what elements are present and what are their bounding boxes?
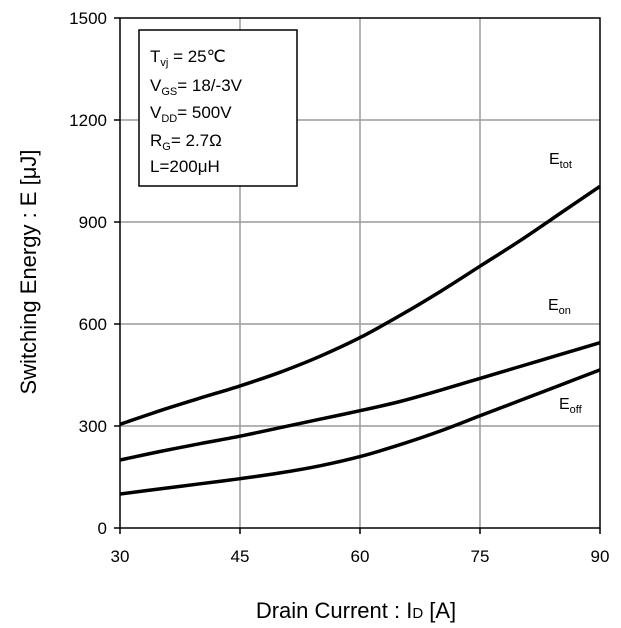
y-tick-labels: 0 300 600 900 1200 1500	[69, 9, 107, 538]
series-line-eoff	[119, 368, 601, 496]
x-axis-label: Drain Current : ID [A]	[256, 598, 456, 623]
tick-marks	[114, 17, 601, 534]
condition-rg: RG= 2.7Ω	[150, 131, 222, 153]
series-line-etot	[119, 184, 601, 426]
series-label-eon: Eon	[548, 297, 571, 317]
x-tick-label: 30	[111, 547, 130, 566]
series-line-eon	[119, 341, 601, 462]
y-tick-label: 0	[98, 519, 107, 538]
condition-vdd: VDD= 500V	[150, 103, 232, 125]
series-label-eoff: Eoff	[559, 396, 583, 416]
x-tick-label: 90	[591, 547, 610, 566]
x-tick-label: 45	[231, 547, 250, 566]
condition-tvj: Tvj = 25℃	[150, 47, 226, 69]
condition-vgs: VGS= 18/-3V	[150, 76, 243, 98]
x-tick-label: 75	[471, 547, 490, 566]
y-tick-label: 600	[79, 315, 107, 334]
conditions-box-frame	[138, 29, 298, 187]
y-axis-label: Switching Energy : E [μJ]	[16, 150, 41, 395]
y-tick-label: 1200	[69, 111, 107, 130]
x-tick-labels: 30 45 60 75 90	[111, 547, 610, 566]
series-label-etot: Etot	[549, 151, 572, 171]
conditions-box: Tvj = 25℃ VGS= 18/-3V VDD= 500V RG= 2.7Ω…	[138, 29, 298, 187]
y-tick-label: 900	[79, 213, 107, 232]
y-tick-label: 1500	[69, 9, 107, 28]
y-tick-label: 300	[79, 417, 107, 436]
condition-inductance: L=200μH	[150, 157, 220, 176]
series-lines	[119, 184, 601, 496]
x-tick-label: 60	[351, 547, 370, 566]
